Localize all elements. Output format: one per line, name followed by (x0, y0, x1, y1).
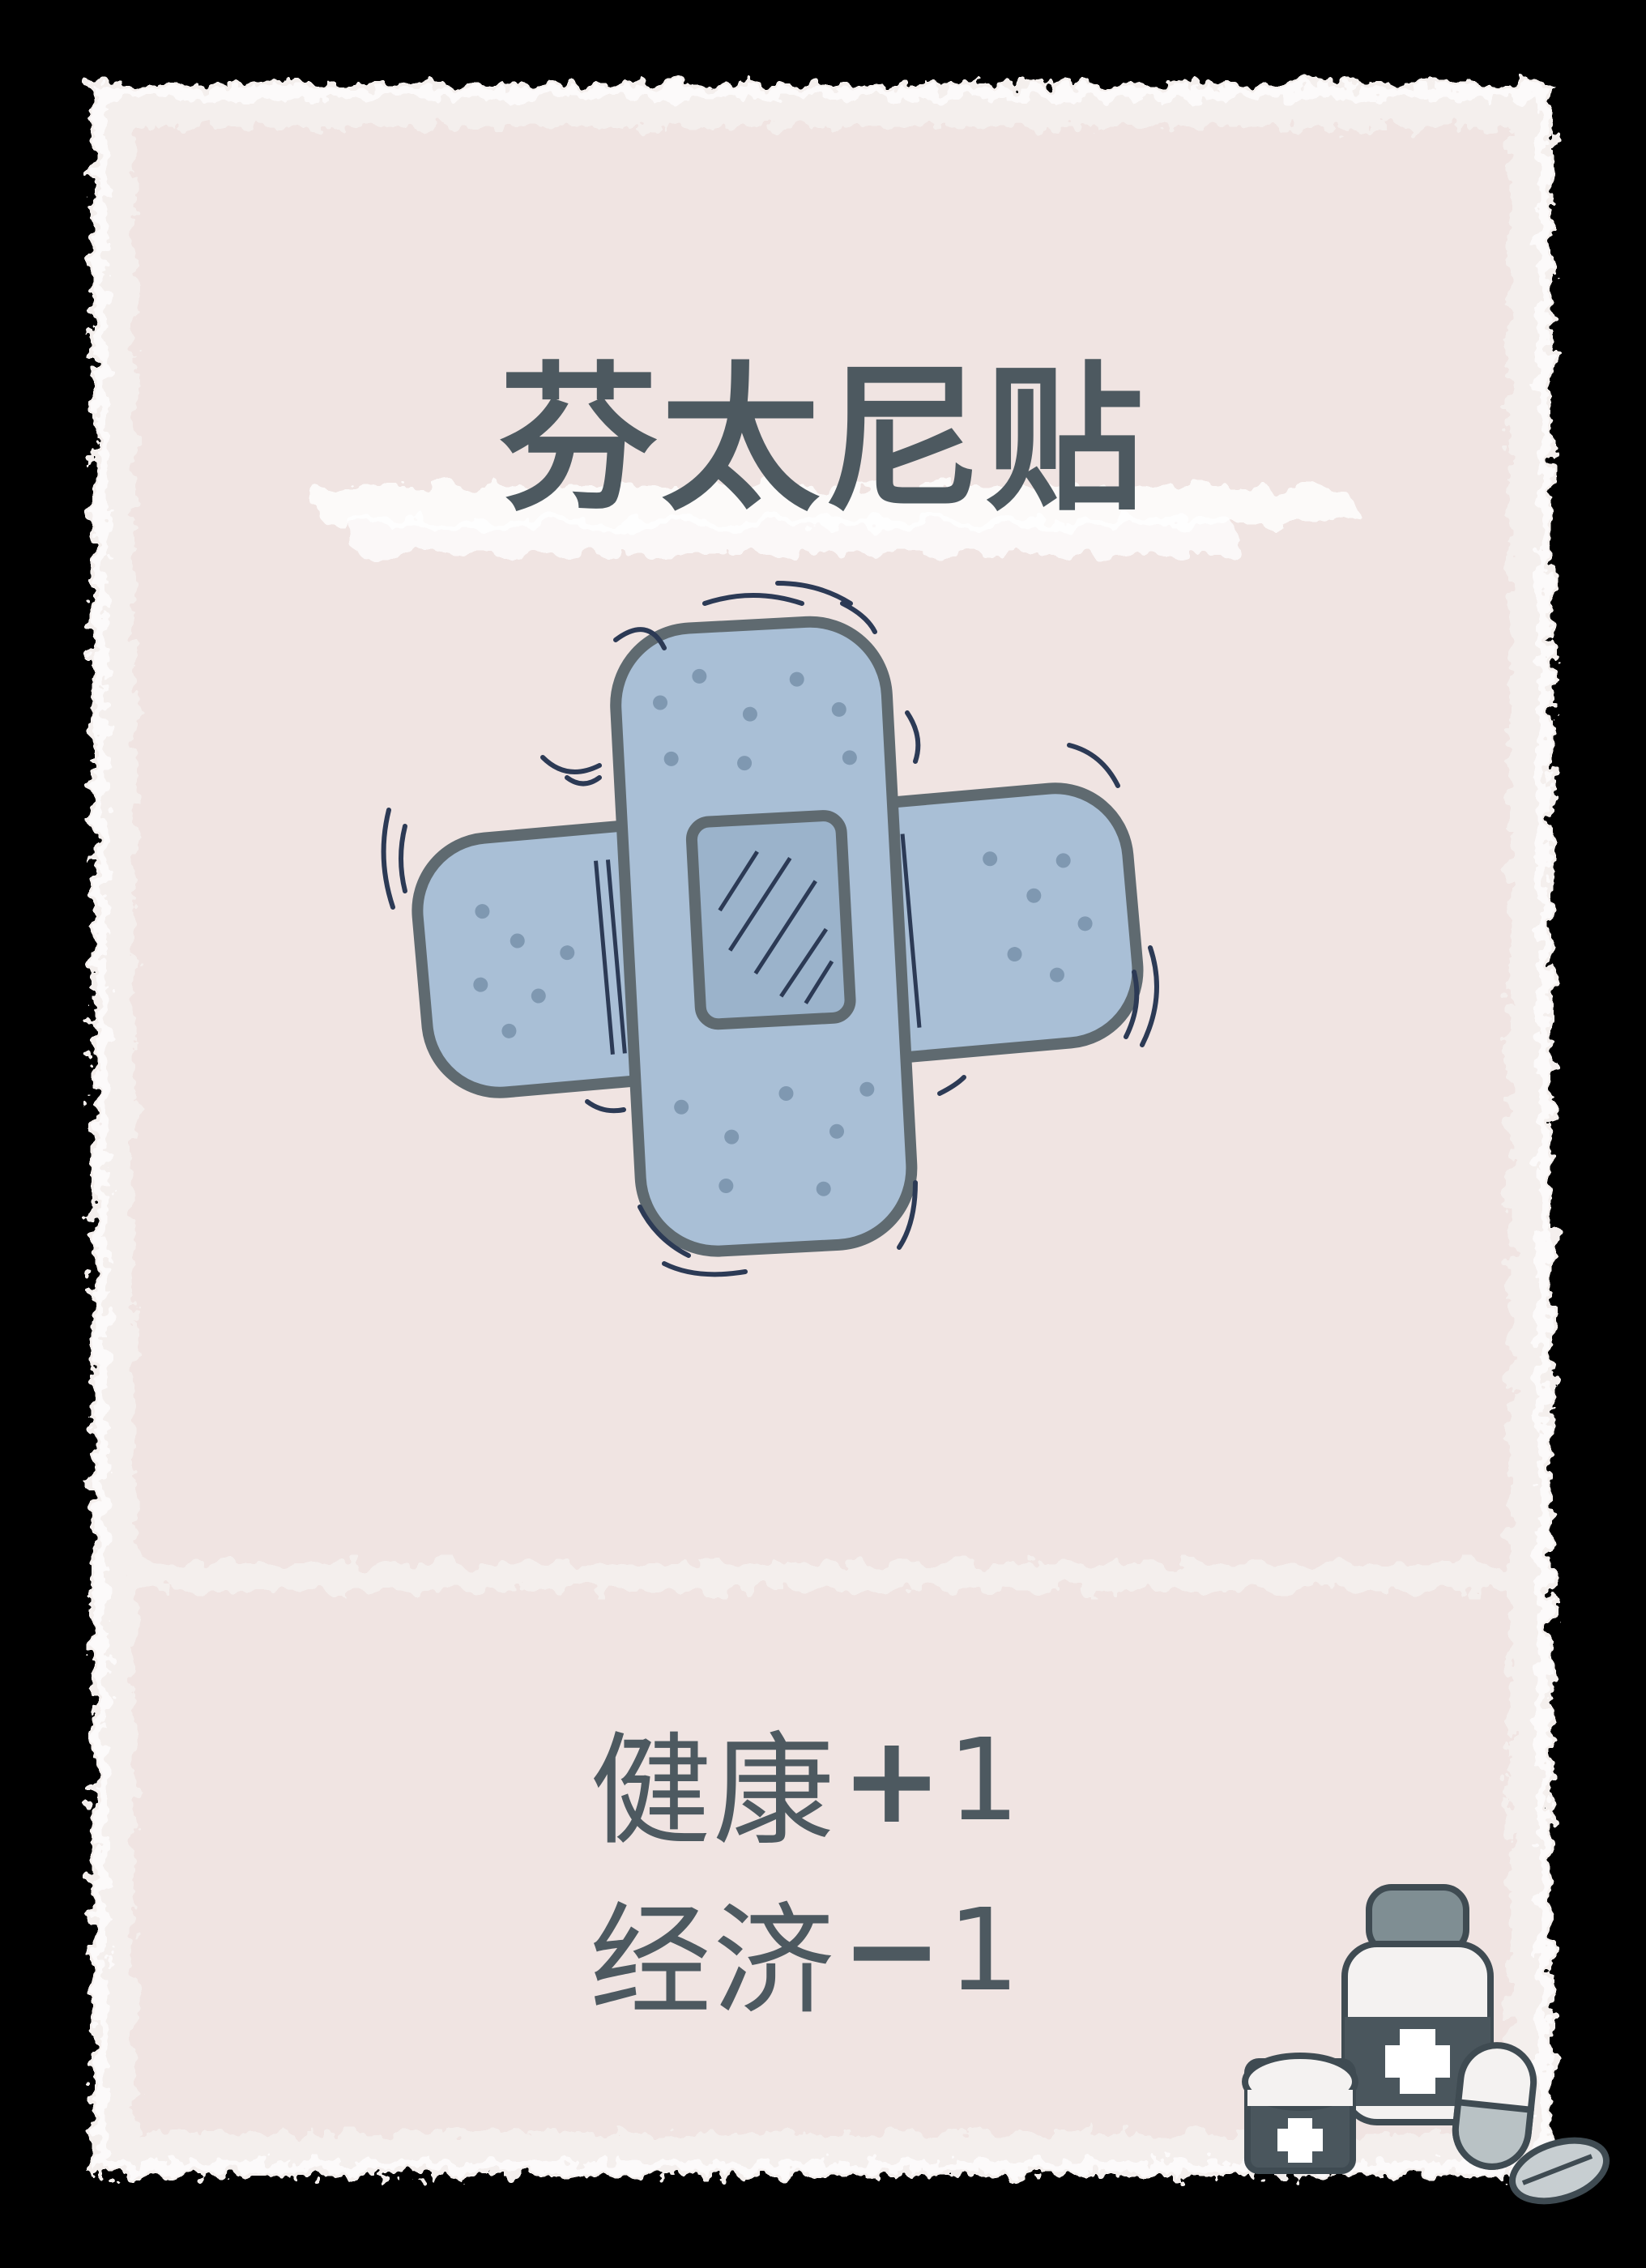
effect-label: 健康 (590, 1720, 837, 1862)
card-title: 芬太尼贴 (498, 348, 1147, 533)
section-divider (122, 1563, 1523, 1591)
card-border (92, 83, 1553, 2176)
effect-economy: 经济 − 1 (590, 1878, 1020, 2032)
title-smear (316, 486, 1353, 555)
plus-icon: + (841, 1710, 943, 1851)
effect-value: 1 (947, 1884, 1020, 2017)
effect-label: 经济 (590, 1891, 837, 2032)
effect-health: 健康 + 1 (590, 1707, 1020, 1862)
minus-icon: − (841, 1880, 943, 2021)
effect-value: 1 (947, 1714, 1020, 1847)
